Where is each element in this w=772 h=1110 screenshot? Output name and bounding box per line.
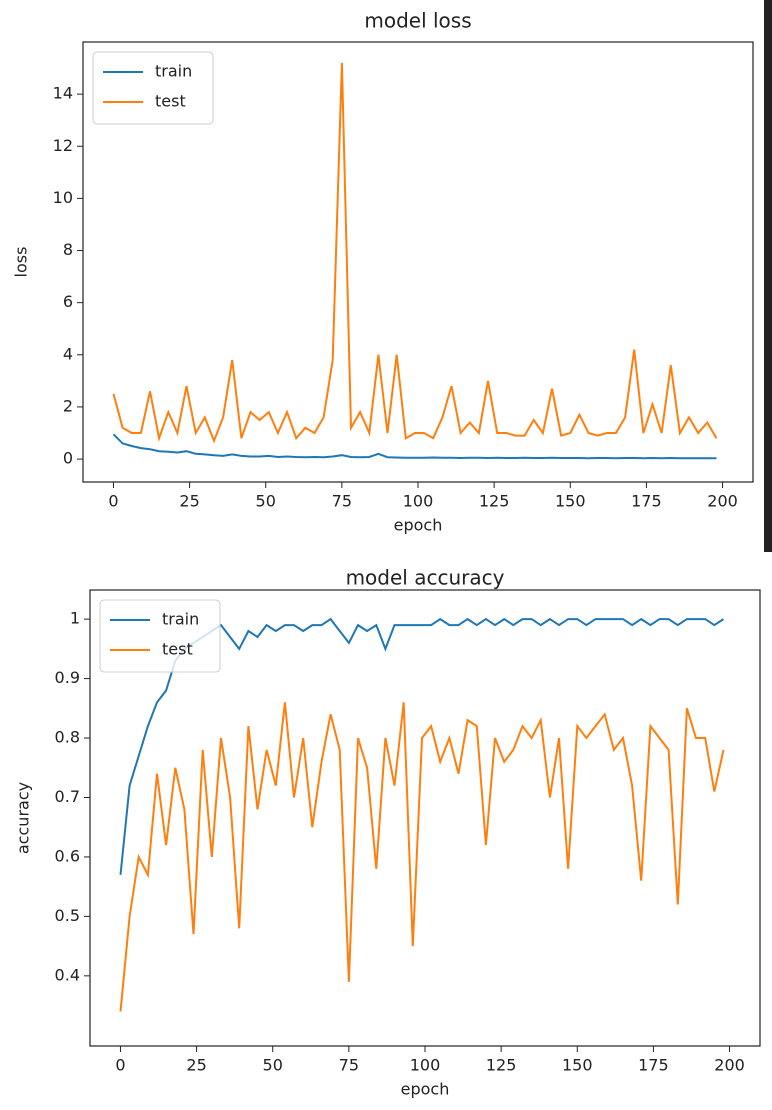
legend-label: test xyxy=(155,92,186,111)
y-tick-label: 0.4 xyxy=(55,965,80,984)
x-tick-label: 125 xyxy=(486,1056,517,1075)
x-tick-label: 100 xyxy=(410,1056,441,1075)
plot-frame xyxy=(82,41,754,483)
x-tick-label: 200 xyxy=(707,492,738,511)
legend-box xyxy=(99,599,221,673)
y-tick-label: 4 xyxy=(63,344,73,363)
chart-title: model loss xyxy=(364,9,471,33)
x-tick-label: 175 xyxy=(631,492,662,511)
y-tick-label: 14 xyxy=(53,84,73,103)
y-tick-label: 0.5 xyxy=(55,906,80,925)
y-tick-label: 12 xyxy=(53,136,73,155)
x-tick-label: 150 xyxy=(562,1056,593,1075)
y-axis-label: accuracy xyxy=(14,782,33,854)
x-tick-label: 125 xyxy=(479,492,510,511)
x-tick-label: 175 xyxy=(638,1056,669,1075)
x-tick-label: 0 xyxy=(115,1056,125,1075)
x-tick-label: 0 xyxy=(108,492,118,511)
legend-label: train xyxy=(155,62,192,81)
x-tick-label: 50 xyxy=(256,492,276,511)
y-tick-label: 0 xyxy=(63,449,73,468)
y-tick-label: 0.9 xyxy=(55,668,80,687)
x-tick-label: 150 xyxy=(555,492,586,511)
series-line xyxy=(119,617,725,875)
x-axis-label: epoch xyxy=(394,516,443,535)
y-tick-label: 10 xyxy=(53,188,73,207)
x-tick-label: 75 xyxy=(339,1056,359,1075)
series-line xyxy=(119,702,725,1012)
chart-title: model accuracy xyxy=(346,566,505,590)
y-tick-label: 0.6 xyxy=(55,846,80,865)
legend-box xyxy=(92,51,214,125)
y-tick-label: 0.8 xyxy=(55,728,80,747)
series-line xyxy=(112,62,718,444)
y-axis-label: loss xyxy=(12,247,31,278)
x-tick-label: 25 xyxy=(186,1056,206,1075)
window-edge xyxy=(764,0,772,552)
legend-label: test xyxy=(162,640,193,659)
y-tick-label: 8 xyxy=(63,240,73,259)
y-tick-label: 1 xyxy=(70,609,80,628)
y-tick-label: 0.7 xyxy=(55,787,80,806)
plot-frame xyxy=(89,589,761,1047)
y-tick-label: 6 xyxy=(63,292,73,311)
series-line xyxy=(112,433,717,460)
x-tick-label: 25 xyxy=(179,492,199,511)
y-tick-label: 2 xyxy=(63,396,73,415)
x-axis-label: epoch xyxy=(401,1080,450,1099)
x-tick-label: 50 xyxy=(263,1056,283,1075)
legend-label: train xyxy=(162,610,199,629)
x-tick-label: 75 xyxy=(332,492,352,511)
x-tick-label: 200 xyxy=(714,1056,745,1075)
x-tick-label: 100 xyxy=(403,492,434,511)
